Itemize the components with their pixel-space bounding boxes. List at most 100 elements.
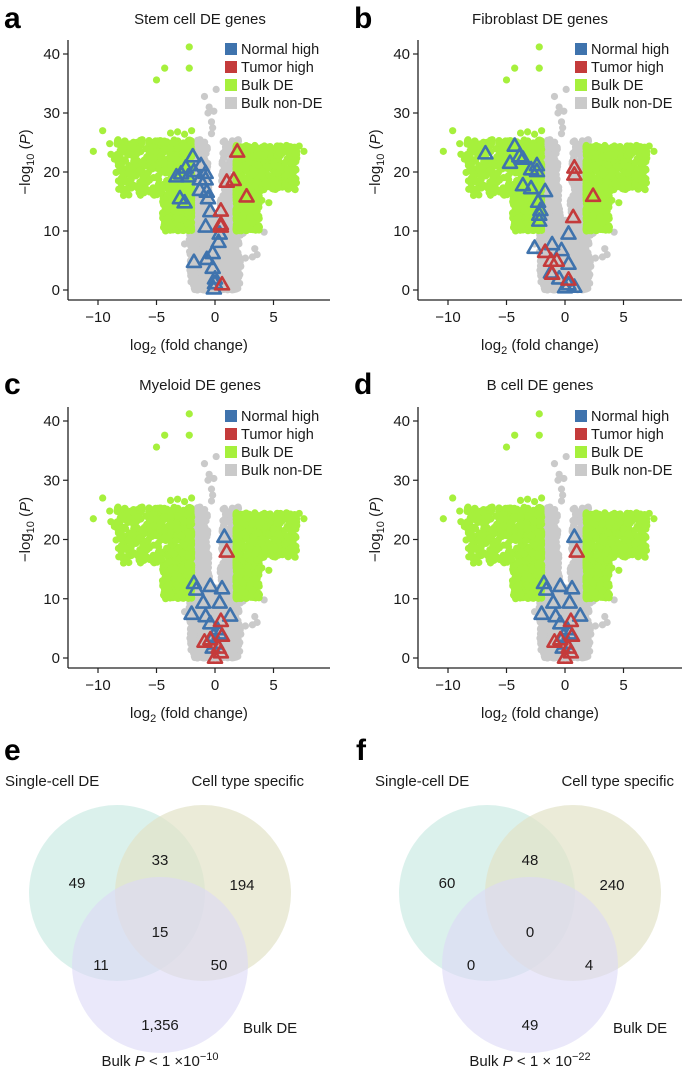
- de-point: [155, 175, 163, 184]
- non-de-point: [194, 246, 203, 254]
- de-point: [274, 184, 283, 192]
- y-tick-label: 10: [43, 223, 60, 240]
- legend-label: Bulk non-DE: [241, 96, 323, 112]
- de-point: [167, 222, 175, 230]
- de-point: [150, 186, 158, 195]
- de-point: [152, 76, 161, 84]
- de-point: [145, 136, 153, 145]
- non-de-point: [562, 85, 570, 93]
- de-point: [180, 130, 189, 138]
- de-point: [147, 148, 155, 156]
- de-point: [89, 147, 97, 155]
- y-label-log: −log: [17, 166, 34, 195]
- de-point: [232, 159, 240, 167]
- de-point: [148, 165, 156, 173]
- x-tick-label: 0: [211, 309, 219, 326]
- de-point: [165, 190, 173, 199]
- de-point: [185, 43, 193, 51]
- de-point: [254, 161, 262, 169]
- de-point: [187, 137, 195, 146]
- de-point: [150, 154, 158, 162]
- non-de-point: [573, 246, 582, 254]
- de-point: [242, 143, 250, 152]
- legend-swatch: [225, 61, 237, 73]
- non-de-point: [200, 92, 209, 101]
- de-point: [143, 186, 151, 194]
- de-point: [239, 211, 247, 219]
- non-de-point: [229, 286, 238, 294]
- non-de-point: [591, 254, 600, 262]
- de-point: [247, 225, 255, 233]
- non-de-point: [569, 195, 578, 203]
- de-point: [268, 184, 276, 193]
- de-point: [259, 144, 267, 152]
- de-point: [162, 201, 170, 209]
- de-point: [166, 129, 175, 137]
- non-de-point: [571, 186, 579, 194]
- non-de-point: [552, 209, 560, 217]
- de-point: [274, 162, 282, 170]
- de-point: [248, 153, 256, 161]
- de-point: [158, 209, 167, 217]
- y-label-close: ): [17, 129, 34, 134]
- non-de-point: [212, 85, 220, 93]
- de-point: [130, 182, 138, 190]
- y-tick-label: 20: [43, 164, 60, 181]
- de-point: [160, 159, 168, 167]
- x-label-log: log: [130, 337, 150, 354]
- y-label-sub: 10: [25, 154, 37, 166]
- bulk-points: [89, 43, 308, 294]
- de-point: [283, 166, 292, 174]
- x-axis-label: log2 (fold change): [130, 337, 248, 357]
- non-de-point: [571, 143, 580, 151]
- non-de-point: [219, 195, 228, 203]
- de-point: [253, 224, 261, 232]
- non-de-point: [180, 240, 189, 248]
- non-de-point: [550, 158, 558, 166]
- non-de-point: [536, 266, 544, 274]
- de-point: [261, 179, 269, 187]
- non-de-point: [551, 148, 560, 157]
- non-de-point: [234, 271, 242, 279]
- legend-swatch: [225, 97, 237, 109]
- de-point: [164, 214, 172, 222]
- de-point: [258, 196, 266, 204]
- non-de-point: [219, 154, 228, 162]
- legend-swatch: [225, 43, 237, 55]
- de-point: [257, 151, 266, 159]
- x-tick-label: −5: [148, 309, 165, 326]
- de-point: [118, 175, 126, 183]
- non-de-point: [241, 254, 250, 262]
- chart-title: Stem cell DE genes: [134, 11, 266, 28]
- non-de-point: [205, 103, 213, 111]
- non-de-point: [547, 170, 556, 178]
- de-point: [159, 138, 167, 147]
- de-point: [253, 178, 261, 186]
- de-point: [291, 177, 299, 185]
- panel-letter: a: [4, 2, 21, 35]
- non-de-point: [570, 202, 578, 210]
- de-point: [145, 176, 154, 184]
- non-de-point: [209, 124, 217, 132]
- y-label-p: P: [17, 134, 34, 144]
- de-point: [136, 190, 145, 198]
- x-tick-label: 5: [269, 309, 277, 326]
- de-point: [130, 157, 138, 165]
- de-point: [123, 188, 131, 197]
- non-de-point: [583, 233, 591, 241]
- legend-label: Bulk DE: [241, 78, 294, 94]
- de-point: [160, 145, 168, 153]
- de-point: [281, 181, 289, 189]
- de-point: [127, 171, 135, 179]
- chart-title: Fibroblast DE genes: [472, 11, 608, 28]
- panel-letter: b: [354, 2, 372, 35]
- de-point: [136, 167, 144, 175]
- non-de-point: [553, 201, 561, 209]
- de-point: [106, 140, 114, 148]
- de-point: [160, 224, 168, 232]
- de-point: [117, 160, 125, 168]
- non-de-point: [546, 136, 554, 144]
- de-point: [265, 199, 273, 207]
